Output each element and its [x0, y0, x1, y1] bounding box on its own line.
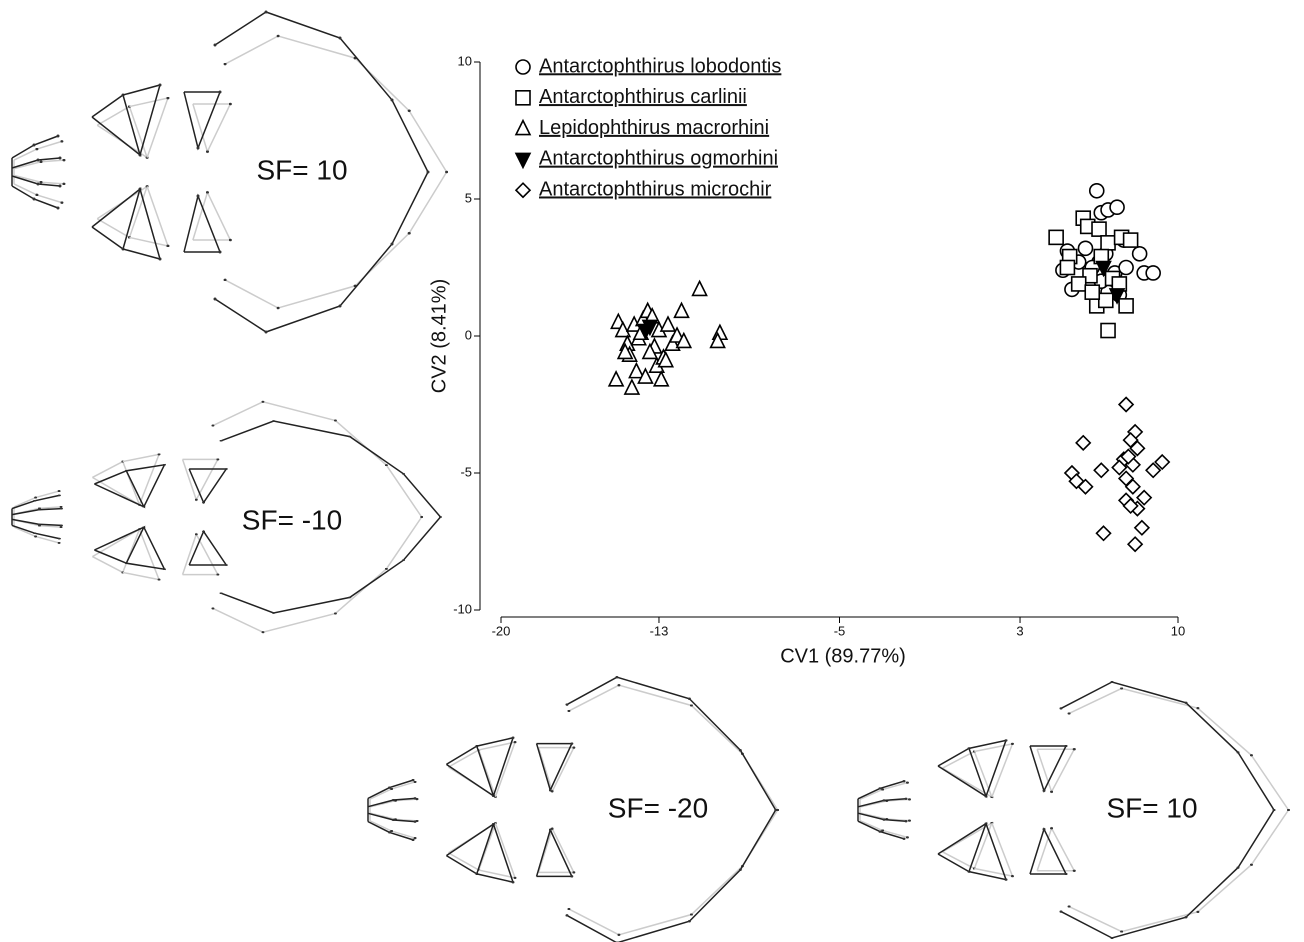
point [1129, 440, 1146, 457]
shape-target [12, 12, 428, 332]
point [1088, 182, 1105, 199]
legend-label: Antarctophthirus carlinii [539, 86, 747, 108]
point [1131, 246, 1148, 262]
point [1093, 462, 1110, 479]
legend-marker [515, 59, 531, 75]
point [1111, 459, 1128, 476]
point [1154, 453, 1171, 471]
point [1048, 229, 1064, 246]
legend-label: Antarctophthirus ogmorhini [539, 148, 778, 170]
point [1075, 434, 1092, 451]
point [641, 342, 659, 360]
point [1100, 322, 1116, 339]
legend-label: Antarctophthirus lobodontis [539, 55, 781, 77]
point [1145, 265, 1161, 281]
point [1095, 525, 1112, 542]
point [637, 367, 654, 384]
point [1077, 240, 1094, 257]
point [709, 331, 726, 349]
point [1084, 284, 1101, 300]
y-tick-label: 5 [465, 190, 472, 205]
point [641, 319, 659, 337]
point [1133, 519, 1151, 536]
point [1120, 448, 1137, 465]
x-tick-label: -20 [492, 623, 511, 638]
shape-reference [370, 685, 778, 935]
point [1109, 199, 1125, 216]
point [1097, 292, 1114, 309]
point [1124, 478, 1141, 495]
x-tick-label: -13 [650, 623, 669, 638]
point [623, 378, 641, 395]
shape-label: SF= 10 [1106, 792, 1197, 823]
legend-label: Lepidophthirus macrorhini [539, 117, 769, 139]
point [1070, 276, 1087, 292]
point [1126, 536, 1144, 553]
point [1077, 478, 1094, 495]
shape-label: SF= 10 [256, 154, 347, 185]
point [673, 301, 690, 319]
point [1095, 260, 1112, 278]
point [691, 279, 708, 297]
x-tick-label: 3 [1016, 623, 1023, 638]
point [1059, 259, 1076, 276]
x-axis-label: CV1 (89.77%) [780, 645, 906, 667]
point [607, 370, 625, 387]
point [1108, 288, 1126, 305]
point [1122, 232, 1139, 248]
point [659, 315, 677, 332]
point [1145, 462, 1162, 479]
x-tick-label: 10 [1171, 623, 1185, 638]
point [628, 361, 645, 379]
y-tick-label: -5 [460, 464, 472, 479]
point [652, 370, 670, 387]
wireframes: SF= 10 SF= -10 SF= -20 SF= 10 [12, 12, 1288, 942]
point [1091, 221, 1107, 237]
point [1118, 259, 1134, 276]
y-tick-label: 10 [458, 53, 472, 68]
shape-label: SF= -20 [608, 792, 708, 823]
legend-marker [514, 182, 532, 199]
point [675, 331, 693, 349]
shape-reference [860, 688, 1288, 931]
point [1117, 396, 1135, 413]
legend-marker [514, 152, 532, 170]
legend-label: Antarctophthirus microchir [539, 178, 772, 200]
point [614, 320, 632, 338]
point [1136, 489, 1153, 506]
shape-target [368, 677, 776, 942]
y-axis-label: CV2 (8.41%) [428, 279, 450, 394]
point [664, 334, 681, 352]
point [1118, 298, 1134, 314]
shape-reference [14, 36, 447, 308]
x-tick-label: -5 [834, 623, 846, 638]
legend-marker [514, 118, 532, 136]
shape-target [12, 421, 440, 613]
y-tick-label: 0 [465, 327, 472, 342]
y-tick-label: -10 [453, 601, 472, 616]
shape-reference [14, 402, 422, 632]
point [616, 342, 634, 360]
point [1122, 497, 1139, 515]
legend-marker [515, 90, 531, 106]
point [657, 350, 675, 368]
point [1100, 235, 1116, 251]
shape-label: SF= -10 [242, 504, 342, 535]
